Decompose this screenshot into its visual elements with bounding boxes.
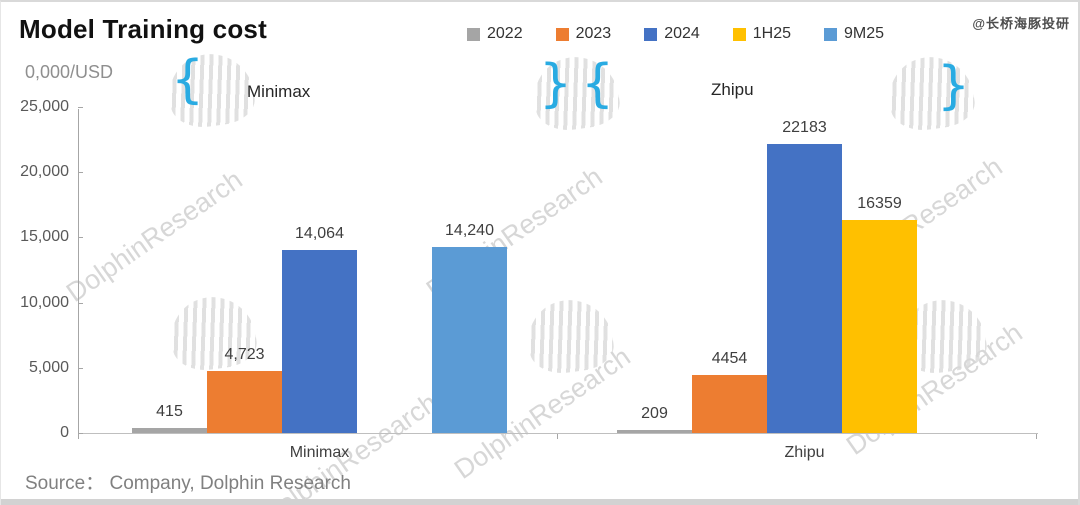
- y-axis-tick: [78, 237, 83, 239]
- legend-label: 1H25: [752, 25, 792, 42]
- group-annotation-label: Zhipu: [711, 80, 754, 99]
- legend-label: 2024: [664, 25, 700, 42]
- legend-label: 2023: [575, 25, 612, 42]
- y-axis-tick-label: 10,000: [20, 293, 69, 311]
- legend-swatch-icon: [555, 27, 569, 41]
- brace-annotation: {: [171, 50, 205, 110]
- x-axis-category-label: Zhipu: [784, 444, 825, 461]
- legend-swatch-icon: [644, 27, 658, 41]
- bar-2023-Minimax: [207, 371, 282, 433]
- y-axis-tick-label: 25,000: [20, 98, 69, 115]
- chart-title: Model Training cost: [19, 14, 267, 44]
- legend-swatch-icon: [824, 27, 838, 41]
- y-axis-tick: [78, 172, 83, 174]
- bar-9M25-Minimax: [432, 247, 507, 433]
- bar-1H25-Zhipu: [842, 219, 917, 433]
- x-axis-line: [78, 433, 1038, 434]
- bar-2023-Zhipu: [692, 374, 767, 433]
- y-axis-tick: [78, 367, 83, 369]
- bar-2022-Minimax: [132, 427, 207, 433]
- x-axis-tick: [78, 434, 79, 439]
- bar-value-label: 415: [156, 402, 183, 420]
- x-axis-category-label: Minimax: [289, 444, 350, 461]
- legend-swatch-icon: [732, 27, 746, 41]
- bar-value-label: 209: [641, 405, 668, 423]
- legend-item-2023: 2023: [555, 25, 612, 43]
- bar-value-label: 14,064: [295, 224, 344, 242]
- bar-2022-Zhipu: [617, 430, 692, 433]
- y-axis-line: [78, 109, 79, 439]
- legend-item-1H25: 1H25: [732, 25, 792, 43]
- axis-unit-label: 0,000/USD: [25, 62, 114, 82]
- legend-item-2024: 2024: [644, 25, 700, 43]
- legend-item-2022: 2022: [467, 25, 523, 43]
- y-axis-tick: [78, 433, 83, 434]
- y-axis-tick-label: 15,000: [20, 228, 69, 246]
- legend-item-9M25: 9M25: [824, 25, 884, 43]
- group-annotation-label: Minimax: [247, 82, 311, 101]
- window-bottom-edge: [1, 499, 1078, 505]
- bar-2024-Zhipu: [767, 143, 842, 433]
- bar-value-label: 14,240: [445, 222, 494, 240]
- y-axis-tick: [78, 107, 83, 108]
- brace-annotation: {: [581, 54, 615, 114]
- x-axis-tick: [557, 434, 558, 439]
- legend-label: 2022: [487, 25, 523, 42]
- bar-2024-Minimax: [282, 249, 357, 433]
- legend-swatch-icon: [467, 27, 480, 41]
- brace-annotation: }: [539, 54, 573, 114]
- brace-annotation: }: [937, 56, 971, 116]
- legend-label: 9M25: [844, 25, 885, 42]
- bar-value-label: 22183: [782, 118, 827, 136]
- chart-legend: 2022 2023 2024 1H25 9M25: [467, 25, 884, 43]
- source-note: Source： Company, Dolphin Research: [25, 473, 351, 494]
- y-axis-tick-label: 20,000: [20, 163, 69, 181]
- bar-value-label: 16359: [857, 194, 902, 212]
- y-axis-tick: [78, 302, 83, 304]
- x-axis-tick: [1036, 434, 1037, 439]
- y-axis-tick-label: 0: [60, 424, 69, 441]
- publisher-watermark: @长桥海豚投研: [972, 16, 1070, 31]
- bar-value-label: 4454: [711, 349, 748, 367]
- y-axis-tick-label: 5,000: [28, 358, 69, 376]
